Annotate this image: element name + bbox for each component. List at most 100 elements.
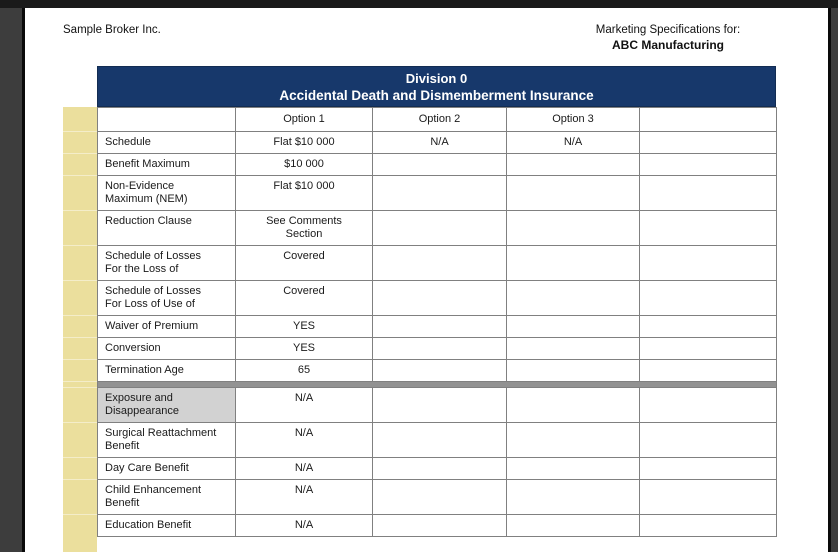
option1-value-cell: N/A: [235, 457, 373, 480]
extra-cell: [639, 153, 777, 176]
option3-value-cell: [506, 387, 640, 423]
extra-cell: [639, 457, 777, 480]
option3-value-cell: [506, 359, 640, 382]
option3-value-cell: [506, 479, 640, 515]
extra-cell: [639, 337, 777, 360]
option3-value-cell: [506, 514, 640, 537]
row-label-cell: Reduction Clause: [97, 210, 236, 246]
tan-strip-row-line: [63, 245, 97, 246]
option2-value-cell: [372, 422, 507, 458]
tan-strip-row-line: [63, 422, 97, 423]
tan-strip-row-line: [63, 387, 97, 388]
option2-value-cell: [372, 457, 507, 480]
marketing-header: Marketing Specifications for: ABC Manufa…: [558, 23, 778, 52]
option2-value-cell: [372, 337, 507, 360]
option1-value-cell: N/A: [235, 422, 373, 458]
tan-strip-row-line: [63, 514, 97, 515]
row-label-cell: Day Care Benefit: [97, 457, 236, 480]
option1-value-cell: N/A: [235, 514, 373, 537]
option1-value-cell: Covered: [235, 280, 373, 316]
row-label-cell: Education Benefit: [97, 514, 236, 537]
table-row: Surgical Reattachment Benefit N/A: [97, 422, 777, 458]
viewer-top-edge: [0, 0, 838, 8]
table-row: Non-Evidence Maximum (NEM) Flat $10 000: [97, 175, 777, 211]
extra-cell: [639, 315, 777, 338]
tan-strip-row-line: [63, 175, 97, 176]
table-row: Schedule Flat $10 000 N/A N/A: [97, 131, 777, 154]
option3-value-cell: [506, 175, 640, 211]
extra-cell: [639, 131, 777, 154]
spec-table-body: Option 1 Option 2 Option 3 Schedule Flat …: [97, 107, 777, 537]
extra-cell: [639, 479, 777, 515]
column-header-option3: Option 3: [506, 107, 640, 132]
extra-cell: [639, 359, 777, 382]
option3-value-cell: [506, 210, 640, 246]
option3-value-cell: [506, 280, 640, 316]
option1-value-cell: Flat $10 000: [235, 175, 373, 211]
tan-strip-row-line: [63, 210, 97, 211]
option3-value-cell: [506, 457, 640, 480]
table-row: Education Benefit N/A: [97, 514, 777, 537]
tan-strip-row-line: [63, 479, 97, 480]
option3-value-cell: [506, 315, 640, 338]
option2-value-cell: [372, 514, 507, 537]
option2-value-cell: N/A: [372, 131, 507, 154]
row-label-cell: Termination Age: [97, 359, 236, 382]
option1-value-cell: Flat $10 000: [235, 131, 373, 154]
table-row: Child Enhancement Benefit N/A: [97, 479, 777, 515]
extra-cell: [639, 514, 777, 537]
option3-value-cell: N/A: [506, 131, 640, 154]
column-header-option1: Option 1: [235, 107, 373, 132]
table-row: Termination Age 65: [97, 359, 777, 382]
document-page: Sample Broker Inc. Marketing Specificati…: [22, 8, 831, 552]
row-label-cell: Benefit Maximum: [97, 153, 236, 176]
tan-strip-row-line: [63, 280, 97, 281]
row-label-cell: Schedule: [97, 131, 236, 154]
option1-value-cell: YES: [235, 337, 373, 360]
option2-value-cell: [372, 315, 507, 338]
row-label-cell: Schedule of Losses For the Loss of: [97, 245, 236, 281]
row-label-cell: Surgical Reattachment Benefit: [97, 422, 236, 458]
division-banner: Division 0 Accidental Death and Dismembe…: [97, 66, 776, 107]
option3-value-cell: [506, 153, 640, 176]
option1-value-cell: N/A: [235, 479, 373, 515]
extra-cell: [639, 245, 777, 281]
table-row: Schedule of Losses For Loss of Use of Cov…: [97, 280, 777, 316]
column-header-row: Option 1 Option 2 Option 3: [97, 107, 777, 132]
spec-table: Option 1 Option 2 Option 3 Schedule Flat …: [97, 107, 777, 537]
extra-cell: [639, 175, 777, 211]
option1-value-cell: $10 000: [235, 153, 373, 176]
extra-cell: [639, 210, 777, 246]
table-row: Conversion YES: [97, 337, 777, 360]
table-row: Schedule of Losses For the Loss of Covere…: [97, 245, 777, 281]
tan-strip-row-line: [63, 131, 97, 132]
client-name: ABC Manufacturing: [612, 38, 724, 52]
row-label-cell: Schedule of Losses For Loss of Use of: [97, 280, 236, 316]
insurance-type-title: Accidental Death and Dismemberment Insur…: [279, 88, 594, 103]
option1-value-cell: 65: [235, 359, 373, 382]
tan-strip-row-line: [63, 359, 97, 360]
column-header-empty-right: [639, 107, 777, 132]
tan-strip-row-line: [63, 337, 97, 338]
option2-value-cell: [372, 210, 507, 246]
option3-value-cell: [506, 245, 640, 281]
extra-cell: [639, 387, 777, 423]
option2-value-cell: [372, 245, 507, 281]
table-row: Day Care Benefit N/A: [97, 457, 777, 480]
option1-value-cell: YES: [235, 315, 373, 338]
row-label-cell: Exposure and Disappearance: [97, 387, 236, 423]
extra-cell: [639, 422, 777, 458]
column-header-empty-left: [97, 107, 236, 132]
row-label-cell: Child Enhancement Benefit: [97, 479, 236, 515]
row-label-cell: Conversion: [97, 337, 236, 360]
row-label-cell: Non-Evidence Maximum (NEM): [97, 175, 236, 211]
option2-value-cell: [372, 175, 507, 211]
tan-strip-row-line: [63, 457, 97, 458]
option1-value-cell: Covered: [235, 245, 373, 281]
row-label-cell: Waiver of Premium: [97, 315, 236, 338]
broker-name: Sample Broker Inc.: [63, 24, 161, 36]
option1-value-cell: N/A: [235, 387, 373, 423]
option3-value-cell: [506, 422, 640, 458]
extra-cell: [639, 280, 777, 316]
option2-value-cell: [372, 359, 507, 382]
